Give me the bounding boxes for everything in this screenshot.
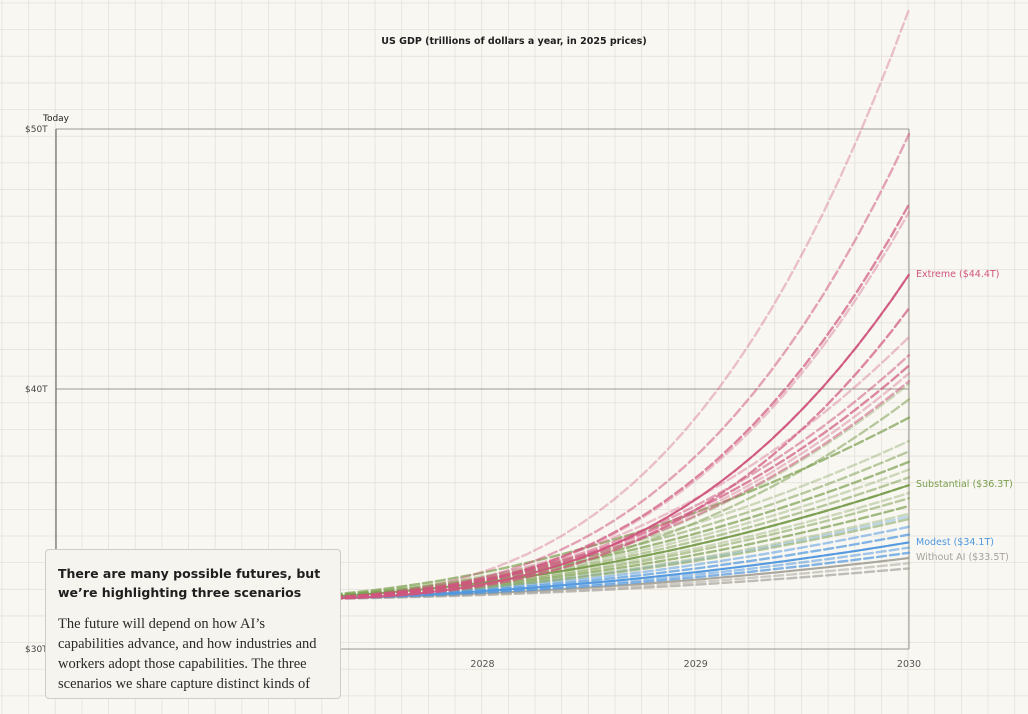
- series-line: [214, 398, 911, 601]
- series-line: [214, 364, 911, 601]
- scenario-lines: [214, 8, 911, 601]
- series-line: [214, 439, 911, 601]
- series-label: Without AI ($33.5T): [916, 552, 1009, 563]
- series-line: [214, 203, 911, 601]
- series-line: [214, 562, 911, 601]
- series-line: [214, 546, 911, 601]
- series-line: [214, 512, 911, 601]
- card-body: The future will depend on how AI’s capab…: [58, 616, 317, 698]
- series-label: Modest ($34.1T): [916, 537, 994, 548]
- series-label: Extreme ($44.4T): [916, 269, 999, 280]
- series-line: [214, 491, 911, 601]
- y-tick-label: $40T: [25, 385, 48, 395]
- series-line: [214, 416, 911, 601]
- series-line: [214, 450, 911, 601]
- series-line: [214, 372, 911, 601]
- card-title: There are many possible futures, but we’…: [58, 566, 321, 600]
- series-line: [214, 380, 911, 601]
- series-line: [214, 354, 911, 601]
- series-line: [214, 133, 911, 601]
- series-line: [214, 476, 911, 601]
- y-tick-label: $50T: [25, 125, 48, 135]
- today-label: Today: [42, 114, 70, 124]
- series-line: [214, 567, 911, 601]
- x-tick-label: 2030: [897, 659, 921, 670]
- series-line: [214, 517, 911, 601]
- series-line: [214, 533, 911, 601]
- series-line: [214, 460, 911, 601]
- series-line: [214, 307, 911, 601]
- series-line: [214, 8, 911, 601]
- series-line: [214, 551, 911, 601]
- y-tick-label: $30T: [25, 645, 48, 655]
- series-line: [214, 504, 911, 601]
- series-line: [214, 525, 911, 601]
- series-line: [214, 497, 911, 601]
- series-label: Substantial ($36.3T): [916, 479, 1013, 490]
- series-line: [214, 335, 911, 601]
- x-tick-label: 2029: [684, 659, 708, 670]
- x-tick-label: 2028: [470, 659, 494, 670]
- series-line: [214, 382, 911, 601]
- info-card: There are many possible futures, but we’…: [45, 549, 341, 699]
- series-line: [214, 468, 911, 601]
- chart-title: US GDP (trillions of dollars a year, in …: [381, 36, 646, 47]
- series-line: [214, 211, 911, 601]
